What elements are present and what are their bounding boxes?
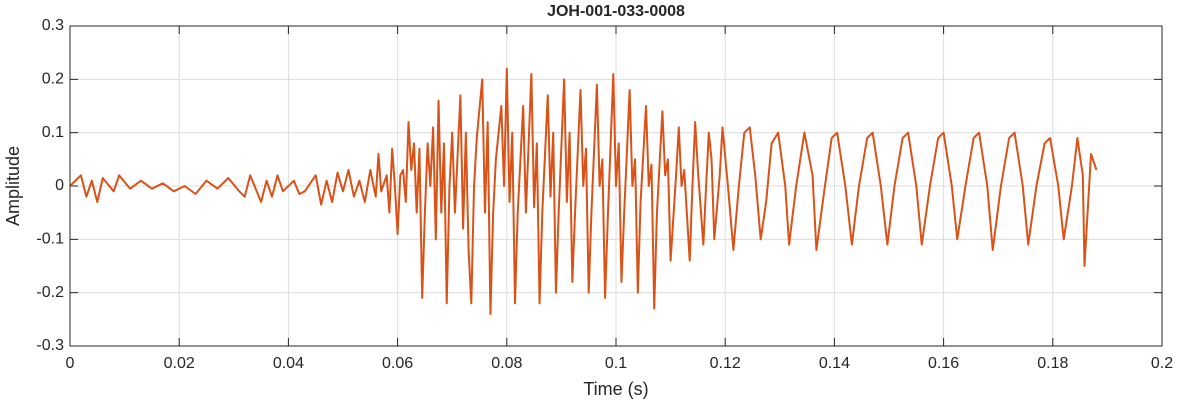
x-tick-label: 0.12 [710, 355, 741, 372]
x-tick-label: 0.08 [491, 355, 522, 372]
x-tick-label: 0.02 [164, 355, 195, 372]
x-tick-label: 0.14 [819, 355, 850, 372]
x-tick-label: 0.06 [382, 355, 413, 372]
y-axis-label: Amplitude [3, 146, 23, 226]
axes-box [69, 25, 1163, 347]
y-tick-label: -0.2 [36, 284, 64, 301]
x-tick-label: 0.1 [605, 355, 627, 372]
y-tick-label: -0.1 [36, 231, 64, 248]
x-tick-label: 0.16 [928, 355, 959, 372]
x-tick-label: 0 [66, 355, 75, 372]
chart-title: JOH-001-033-0008 [547, 3, 685, 20]
y-tick-label: 0.3 [42, 17, 64, 34]
y-tick-label: -0.3 [36, 337, 64, 354]
x-axis-label: Time (s) [583, 379, 648, 399]
y-tick-label: 0.1 [42, 124, 64, 141]
x-tick-label: 0.18 [1037, 355, 1068, 372]
y-tick-label: 0.2 [42, 71, 64, 88]
waveform-line [69, 67, 1098, 315]
x-tick-label: 0.2 [1151, 355, 1173, 372]
y-tick-label: 0 [55, 177, 64, 194]
x-tick-label: 0.04 [273, 355, 304, 372]
